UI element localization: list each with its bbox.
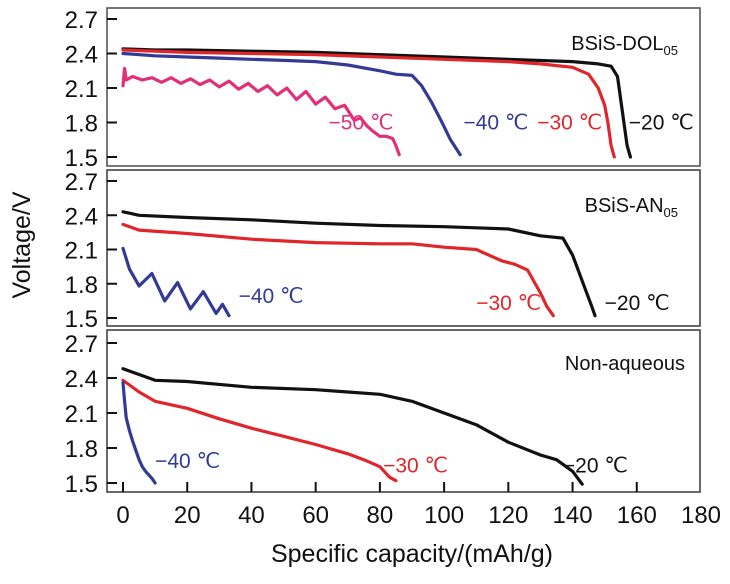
x-tick-label: 100: [424, 502, 464, 529]
y-tick-label: 2.1: [65, 76, 98, 103]
series-label-minus30: −30 ℃: [537, 111, 602, 134]
x-tick-label: 80: [367, 502, 394, 529]
y-tick-label: 2.7: [65, 331, 98, 358]
series-label-minus30: −30 ℃: [383, 455, 448, 478]
y-tick-label: 1.8: [65, 272, 98, 299]
y-tick-label: 1.5: [65, 145, 98, 172]
series-line-minus30: [121, 378, 398, 483]
y-tick-label: 2.4: [65, 42, 98, 69]
panel-title-main: BSiS-DOL: [571, 33, 663, 55]
y-tick-label: 1.5: [65, 471, 98, 498]
x-tick-label: 20: [174, 502, 201, 529]
series-line-minus50: [121, 66, 401, 157]
y-tick-label: 1.5: [65, 306, 98, 333]
panel-title-main: Non-aqueous: [565, 353, 685, 375]
series-line-minus20: [121, 210, 597, 318]
series-line-minus20: [121, 47, 633, 159]
panel-bsis-dol05: 2.7 2.4 2.1 1.8 1.5 −50 ℃ −40 ℃ −30 ℃ −20 ℃ BSiS-…: [65, 7, 701, 172]
x-tick-label: 140: [553, 502, 593, 529]
series-line-minus20: [121, 367, 584, 486]
y-tick-label: 1.8: [65, 111, 98, 138]
x-tick-label: 40: [238, 502, 265, 529]
panel-title-subscript: 05: [664, 205, 678, 220]
x-tick-label: 160: [617, 502, 657, 529]
y-tick-label: 2.4: [65, 203, 98, 230]
series-label-minus20: −20 ℃: [605, 292, 670, 315]
y-tick-label: 2.7: [65, 7, 98, 34]
series-label-minus40: −40 ℃: [463, 111, 528, 134]
panel-non-aqueous: 2.7 2.4 2.1 1.8 1.5 0 20 40 60 80 100 120 140 160 180 −…: [65, 329, 721, 529]
y-axis-title: Voltage/V: [8, 191, 36, 298]
series-line-minus40: [121, 246, 231, 318]
series-label-minus30: −30 ℃: [476, 292, 541, 315]
x-tick-label: 120: [488, 502, 528, 529]
x-tick-label: 60: [302, 502, 329, 529]
x-axis-title: Specific capacity/(mAh/g): [271, 540, 553, 568]
series-label-minus40: −40 ℃: [239, 285, 304, 308]
series-line-minus40: [121, 381, 157, 485]
series-label-minus50: −50 ℃: [329, 111, 394, 134]
x-tick-label: 180: [681, 502, 721, 529]
y-tick-label: 2.1: [65, 401, 98, 428]
series-label-minus20: −20 ℃: [629, 111, 694, 134]
x-tick-label: 0: [116, 502, 129, 529]
panel-frame: [106, 169, 701, 327]
series-line-minus40: [121, 51, 462, 157]
panel-title: Non-aqueous: [565, 353, 685, 375]
panel-title: BSiS-AN05: [585, 195, 678, 220]
panel-frame: [106, 329, 701, 493]
panel-title-main: BSiS-AN: [585, 195, 664, 217]
panel-title: BSiS-DOL05: [571, 33, 678, 58]
panel-title-subscript: 05: [664, 43, 678, 58]
y-tick-label: 2.1: [65, 238, 98, 265]
panel-bsis-an05: 2.7 2.4 2.1 1.8 1.5 −40 ℃ −30 ℃ −20 ℃ BSiS-AN05: [65, 169, 701, 333]
series-label-minus20: −20 ℃: [563, 455, 628, 478]
y-tick-label: 2.7: [65, 169, 98, 196]
series-line-minus30: [121, 48, 616, 159]
y-tick-label: 1.8: [65, 436, 98, 463]
y-tick-label: 2.4: [65, 366, 98, 393]
series-label-minus40: −40 ℃: [155, 450, 220, 473]
series-line-minus30: [121, 222, 555, 318]
